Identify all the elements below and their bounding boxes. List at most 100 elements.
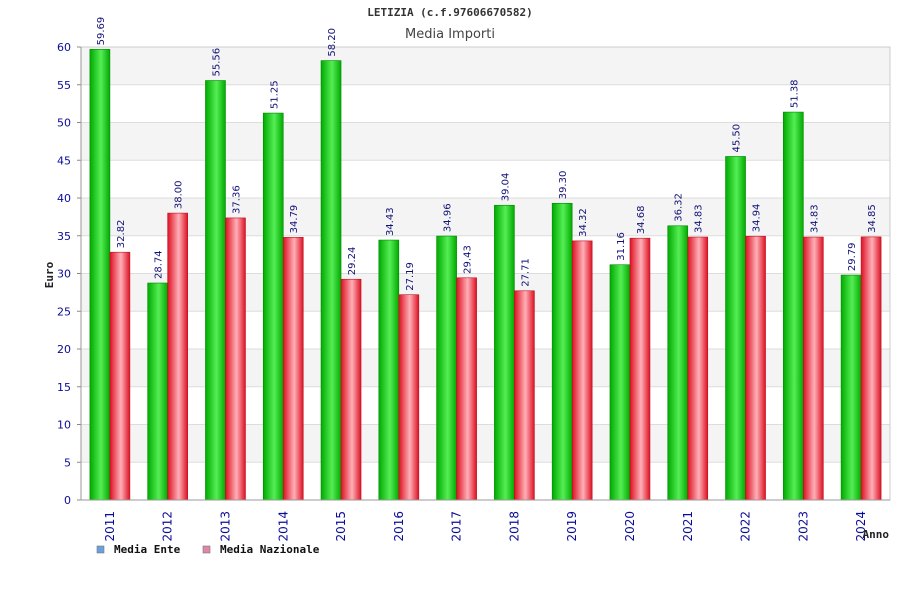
x-tick-label: 2020	[623, 511, 637, 542]
plot-band	[81, 273, 890, 312]
data-label: 34.43	[385, 207, 396, 236]
data-label: 39.30	[558, 171, 569, 200]
x-tick-label: 2019	[565, 511, 579, 542]
bar-media-ente	[436, 235, 457, 501]
bar-media-ente	[147, 282, 168, 501]
plot-band	[81, 47, 890, 85]
plot-band	[81, 84, 890, 123]
x-tick-label: 2012	[161, 511, 175, 542]
data-label: 34.83	[809, 204, 820, 233]
bar-media-ente	[609, 264, 631, 501]
x-tick-label: 2011	[103, 511, 117, 542]
bars	[89, 49, 882, 501]
bar-media-nazionale	[340, 278, 362, 501]
y-tick-label: 5	[64, 456, 71, 469]
bar-media-nazionale	[629, 237, 651, 501]
y-axis-label: Euro	[43, 261, 56, 288]
x-tick-label: 2017	[450, 511, 464, 542]
bar-media-nazionale	[398, 294, 420, 501]
y-tick-label: 0	[64, 494, 71, 507]
x-tick-label: 2015	[334, 511, 348, 542]
data-label: 34.83	[694, 204, 705, 233]
bar-media-ente	[205, 80, 226, 501]
data-label: 37.36	[231, 185, 242, 214]
y-tick-label: 15	[57, 381, 71, 394]
x-tick-label: 2014	[276, 511, 290, 542]
legend-label-media-ente: Media Ente	[114, 543, 181, 556]
bar-media-ente	[783, 111, 804, 501]
bar-media-nazionale	[803, 236, 824, 501]
x-tick-label: 2013	[218, 511, 232, 542]
bar-media-nazionale	[225, 217, 246, 501]
data-label: 29.43	[463, 245, 474, 274]
y-tick-label: 25	[57, 305, 71, 318]
legend-swatch-media-ente	[96, 545, 105, 554]
data-label: 59.69	[96, 17, 107, 46]
data-label: 34.94	[752, 204, 763, 233]
bar-media-nazionale	[860, 236, 882, 501]
plot-band	[81, 198, 890, 236]
bar-media-nazionale	[687, 236, 709, 501]
labels: 0 5 10 15 20 25 30 35 40 45 50 55 60 2011 59.69 32.82 20…	[57, 17, 878, 542]
data-label: 34.79	[289, 205, 300, 234]
x-tick-label: 2023	[796, 511, 810, 542]
legend-label-media-nazionale: Media Nazionale	[220, 543, 320, 556]
bar-media-nazionale	[109, 251, 131, 501]
y-tick-label: 35	[57, 230, 71, 243]
legend-swatch-media-nazionale	[202, 545, 211, 554]
data-label: 34.68	[636, 206, 647, 235]
chart-subtitle: Media Importi	[405, 27, 495, 42]
bar-media-ente	[494, 204, 515, 501]
bar-media-nazionale	[282, 237, 304, 501]
y-tick-label: 40	[57, 192, 71, 205]
bar-media-nazionale	[167, 212, 188, 501]
data-label: 27.71	[520, 258, 531, 287]
y-tick-label: 10	[57, 419, 71, 432]
bar-media-ente	[320, 60, 342, 501]
bar-media-ente	[89, 49, 111, 501]
chart-title: LETIZIA (c.f.97606670582)	[367, 6, 533, 19]
bar-media-ente	[840, 274, 862, 501]
bar-media-ente	[725, 156, 746, 501]
y-tick-label: 45	[57, 154, 71, 167]
axes	[77, 46, 891, 501]
data-label: 34.32	[578, 208, 589, 237]
plot-band	[81, 122, 890, 161]
bar-media-ente	[667, 225, 689, 501]
plot-band	[81, 349, 890, 387]
plot-band	[81, 462, 890, 500]
data-label: 55.56	[211, 48, 222, 77]
plot-band	[81, 311, 890, 349]
bar-media-nazionale	[745, 235, 766, 501]
data-label: 34.96	[443, 203, 454, 232]
data-label: 45.50	[732, 124, 743, 153]
bar-media-nazionale	[571, 240, 593, 501]
y-tick-label: 50	[57, 117, 71, 130]
data-label: 29.79	[847, 242, 858, 271]
data-label: 27.19	[405, 262, 416, 291]
data-label: 38.00	[174, 180, 185, 209]
y-tick-label: 20	[57, 343, 71, 356]
plot-band	[81, 386, 890, 425]
data-label: 34.85	[867, 204, 878, 233]
data-label: 36.32	[674, 193, 685, 222]
x-tick-label: 2018	[507, 511, 521, 542]
y-tick-label: 30	[57, 268, 71, 281]
bar-media-ente	[378, 239, 400, 501]
x-tick-label: 2021	[681, 511, 695, 542]
plot-band	[81, 424, 890, 463]
x-tick-label: 2016	[392, 511, 406, 542]
data-label: 31.16	[616, 232, 627, 261]
data-label: 51.38	[789, 79, 800, 108]
bar-media-nazionale	[456, 277, 477, 501]
x-tick-label: 2024	[854, 511, 868, 542]
data-label: 39.04	[500, 173, 511, 202]
data-label: 58.20	[327, 28, 338, 57]
data-label: 29.24	[347, 247, 358, 276]
data-label: 32.82	[116, 220, 127, 249]
bar-media-ente	[551, 202, 573, 501]
data-label: 51.25	[269, 80, 280, 109]
x-axis-label: Anno	[863, 528, 890, 541]
